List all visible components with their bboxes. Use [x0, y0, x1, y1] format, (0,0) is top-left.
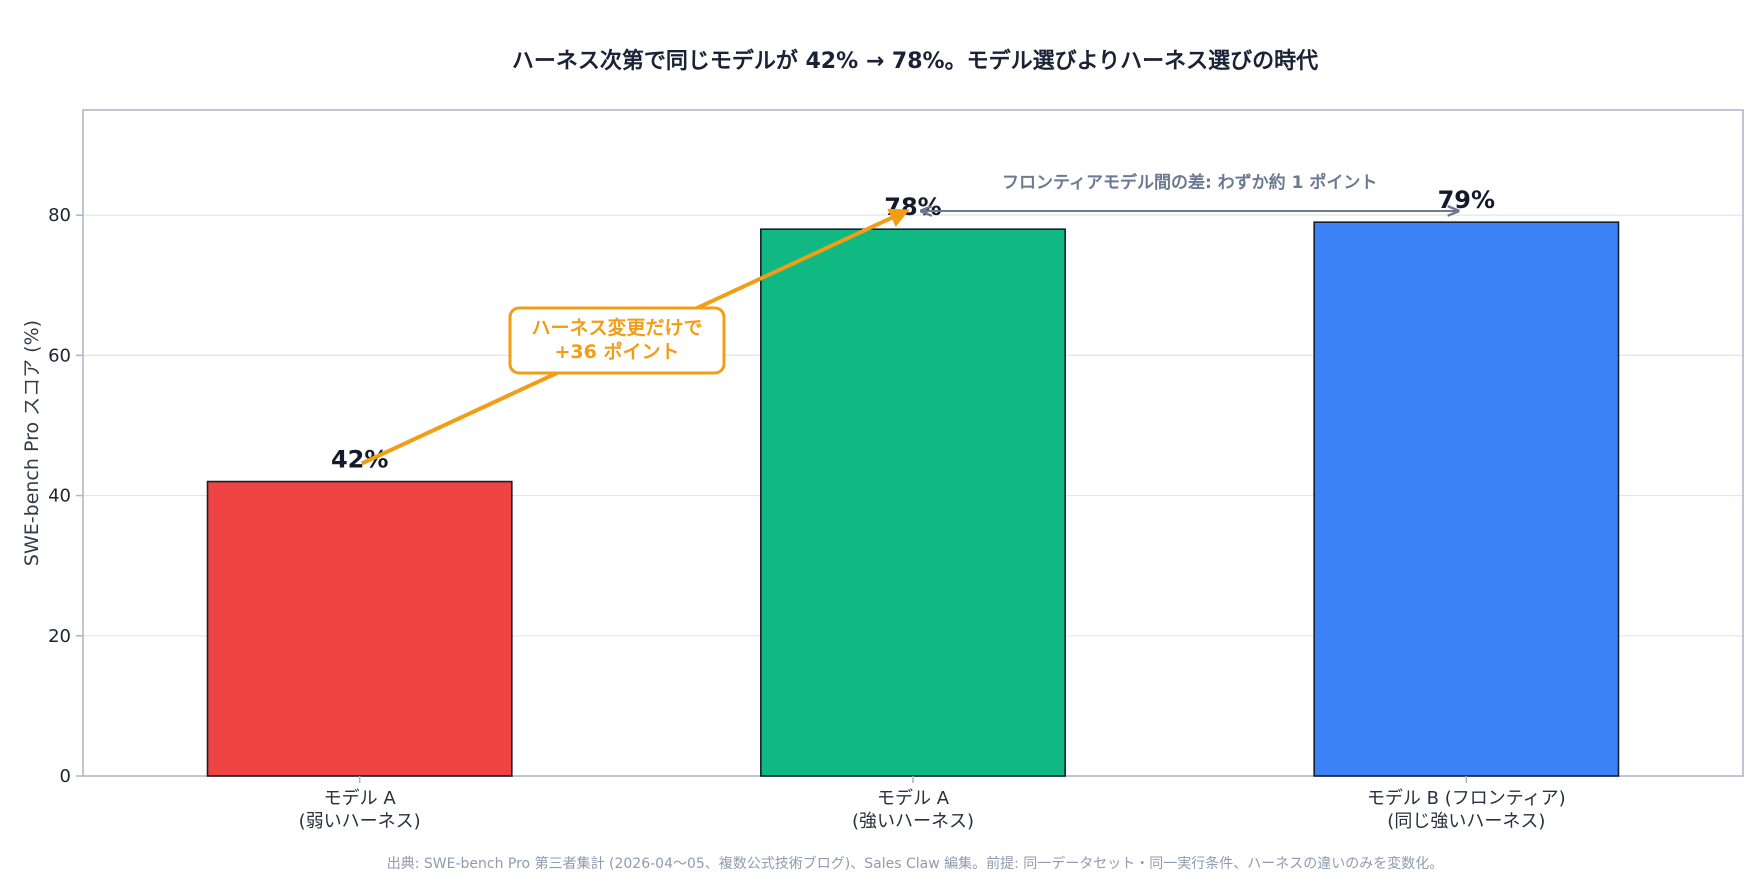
bar — [1313, 221, 1620, 777]
x-tick-label: モデル A — [877, 788, 950, 809]
frontier-gap-label: フロンティアモデル間の差: わずか約 1 ポイント — [1002, 172, 1377, 193]
y-axis-label: SWE-bench Pro スコア (%) — [21, 320, 43, 566]
bar-value-label: 42% — [331, 446, 388, 474]
callout-box — [508, 306, 726, 375]
y-tick-label: 60 — [48, 345, 71, 366]
callout-text: +36 ポイント — [555, 340, 680, 363]
bar — [760, 228, 1066, 777]
y-tick-label: 20 — [48, 626, 71, 647]
bars — [206, 221, 1620, 777]
source-note: 出典: SWE-bench Pro 第三者集計 (2026-04〜05、複数公式… — [387, 855, 1444, 872]
y-tick-label: 0 — [60, 766, 71, 787]
x-tick-label: モデル A — [324, 788, 397, 809]
x-tick-label: (弱いハーネス) — [299, 811, 421, 832]
y-tick-label: 80 — [48, 205, 71, 226]
y-axis-ticks: 0 20 40 60 80 — [48, 205, 83, 787]
callout-text: ハーネス変更だけで — [531, 316, 702, 339]
x-tick-label: (強いハーネス) — [852, 811, 974, 832]
chart-title: ハーネス次第で同じモデルが 42% → 78%。モデル選びよりハーネス選びの時代 — [512, 48, 1318, 74]
annotations: ハーネス変更だけで+36 ポイント フロンティアモデル間の差: わずか約 1 ポイ… — [360, 172, 1459, 466]
value-labels: 42%78% 79% — [331, 186, 1495, 473]
bar — [206, 480, 513, 777]
x-tick-label: モデル B (フロンティア) — [1367, 788, 1566, 809]
y-tick-label: 40 — [48, 486, 71, 507]
x-tick-label: (同じ強いハーネス) — [1387, 811, 1545, 832]
category-labels: モデル A(弱いハーネス)モデル A(強いハーネス)モデル B (フロンティア)… — [299, 776, 1566, 832]
